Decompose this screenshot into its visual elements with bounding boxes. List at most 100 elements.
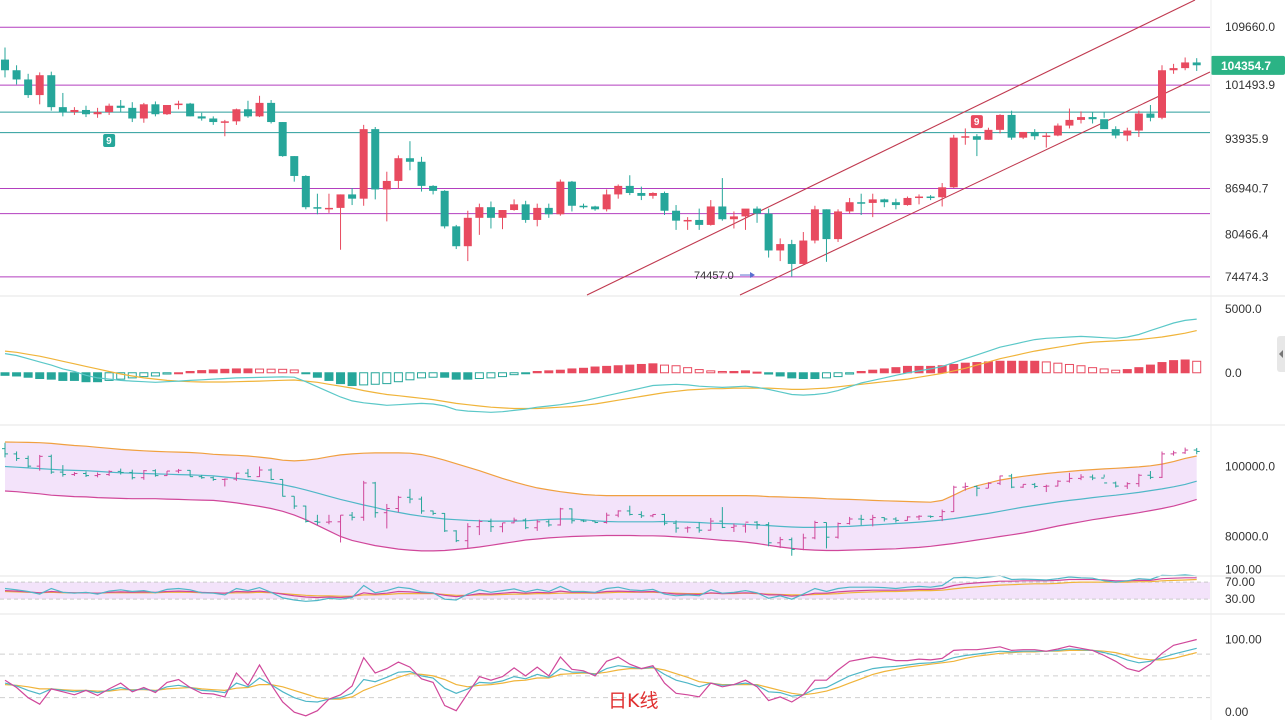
macd-histogram-bar [1064,363,1074,374]
candle-body [405,158,414,162]
macd-dea-line [4,330,1197,410]
macd-histogram-bar [139,372,149,378]
macd-histogram-bar [463,372,473,380]
macd-histogram-bar [174,372,184,375]
candle-body [313,207,322,209]
candle-body [498,210,507,218]
macd-histogram-bar [798,372,808,380]
candle-body [903,197,912,206]
macd-histogram-bar [23,372,33,378]
macd-histogram-bar [648,363,658,374]
macd-histogram-bar [116,372,126,380]
candle-body [486,207,495,218]
candle-body [429,185,438,191]
macd-histogram-bar [544,370,554,374]
macd-histogram-bar [659,364,669,374]
price-tick-label: 74474.3 [1225,270,1269,284]
bollinger-tick-label: 80000.0 [1225,530,1269,544]
candle-body [58,107,67,113]
macd-histogram-bar [752,371,762,374]
macd-histogram-bar [312,372,322,378]
kdj-j-line [4,638,1197,717]
low-annotation-arrowhead [750,272,755,279]
macd-histogram-bar [1007,360,1017,374]
candle-body [162,105,171,115]
candle-body [741,208,750,217]
macd-histogram-bar [498,372,508,378]
candle-body [394,158,403,181]
macd-histogram-bar [995,360,1005,374]
candle-body [267,102,276,123]
candle-body [660,192,669,211]
candle-body [822,209,831,240]
kdj-tick-label: 100.00 [1225,633,1262,647]
candle-body [753,208,762,214]
rsi-tick-label: 70.00 [1225,575,1255,589]
candle-body [625,185,634,193]
macd-histogram-bar [81,372,91,383]
candle-body [1181,62,1190,69]
macd-histogram-bar [983,361,993,374]
macd-dif-line [4,318,1197,413]
macd-histogram-bar [671,365,681,374]
kdj-d-line [4,649,1197,700]
candle-body [637,192,646,196]
candle-body [533,207,542,220]
macd-histogram-bar [775,372,785,377]
macd-histogram-bar [12,372,22,377]
candle-body [868,199,877,203]
macd-histogram-bar [856,370,866,374]
candle-body [151,104,160,115]
candle-body [35,75,44,96]
candle-body [891,202,900,206]
macd-histogram-bar [231,368,241,374]
candle-body [1100,119,1109,130]
candle-body [1123,130,1132,136]
collapse-panel-handle[interactable] [1277,336,1285,372]
macd-histogram-bar [46,372,56,380]
candle-body [614,185,623,195]
macd-histogram-bar [451,372,461,380]
candle-body [475,207,484,218]
macd-histogram-bar [220,368,230,374]
td-nine-marker [103,133,116,147]
macd-histogram-bar [845,372,855,375]
td-nine-label: 9 [106,136,112,147]
candle-body [1158,70,1166,118]
candle-body [1077,117,1086,120]
candle-body [1169,68,1178,71]
macd-histogram-bar [532,370,542,374]
macd-histogram-bar [602,365,612,374]
candle-body [1088,117,1097,120]
candle-body [695,219,704,225]
candle-body [371,129,380,190]
macd-histogram-bar [336,372,346,385]
candle-body [787,244,796,264]
candle-body [857,202,866,204]
macd-histogram-bar [567,368,577,374]
macd-histogram-bar [729,370,739,374]
macd-histogram-bar [278,368,288,374]
candle-body [382,180,391,190]
candle-body [718,206,727,220]
macd-histogram-bar [474,372,484,380]
candle-body [105,105,114,113]
candle-body [1111,129,1120,136]
macd-histogram-bar [521,372,531,375]
macd-histogram-bar [486,372,496,379]
candle-body [452,226,461,247]
macd-histogram-bar [937,365,947,374]
macd-histogram-bar [636,363,646,374]
candle-body [197,116,206,119]
macd-pane: 5000.0 0.0 [0,302,1262,413]
candle-body [209,118,218,123]
macd-histogram-bar [1099,368,1109,374]
macd-histogram-bar [914,365,924,374]
candle-body [348,194,357,199]
macd-histogram-bar [370,372,380,385]
macd-histogram-bar [590,366,600,374]
macd-histogram-bar [694,369,704,374]
bollinger-tick-label: 100000.0 [1225,460,1275,474]
candle-body [880,199,889,203]
